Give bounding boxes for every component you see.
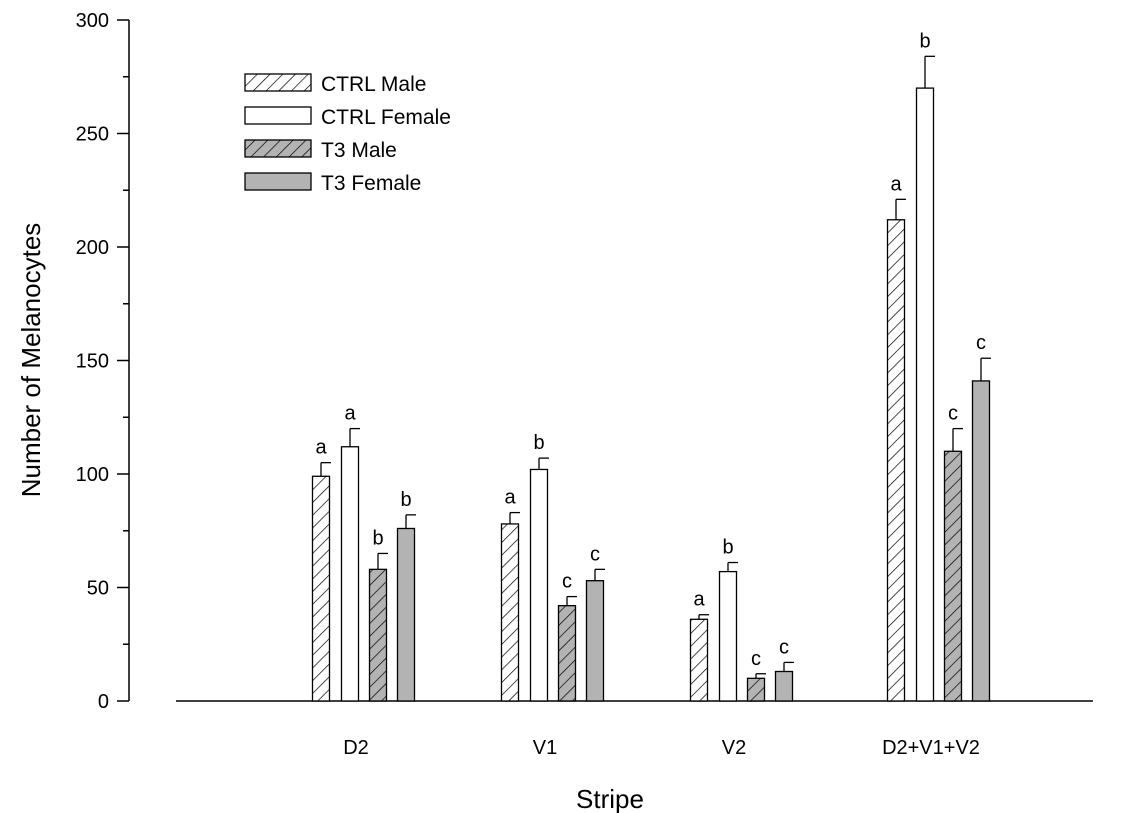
x-axis-title: Stripe [576, 784, 644, 813]
legend-label: T3 Male [321, 139, 397, 162]
y-tick-label: 250 [76, 124, 109, 146]
y-tick-label: 0 [98, 691, 109, 713]
y-tick-label: 150 [76, 351, 109, 373]
significance-label: a [693, 589, 705, 611]
significance-label: b [400, 489, 411, 511]
significance-label: c [562, 571, 572, 593]
x-tick-label: D2+V1+V2 [882, 737, 980, 759]
bar [529, 468, 549, 702]
bar [368, 568, 388, 702]
significance-label: c [751, 648, 761, 670]
y-tick-label: 50 [87, 578, 109, 600]
bar [311, 475, 331, 702]
significance-label: c [779, 636, 789, 658]
y-tick-label: 200 [76, 237, 109, 259]
significance-label: a [504, 487, 516, 509]
bar [396, 527, 416, 702]
significance-label: b [919, 30, 930, 52]
bar [500, 523, 520, 702]
legend-label: CTRL Female [321, 106, 451, 129]
y-tick-label: 300 [76, 10, 109, 32]
bar [718, 570, 738, 702]
bar [943, 450, 963, 702]
legend-swatch [244, 172, 312, 191]
x-tick-label: V1 [533, 737, 557, 759]
bar [915, 87, 935, 702]
x-tick-label: V2 [722, 737, 746, 759]
legend-label: T3 Female [321, 172, 421, 195]
significance-label: c [976, 332, 986, 354]
y-tick-label: 100 [76, 464, 109, 486]
y-axis: 0 50 100 150 200 250 300 [76, 10, 130, 713]
legend-swatch [244, 139, 312, 158]
bar [557, 605, 577, 702]
bar [340, 446, 360, 702]
legend-label: CTRL Male [321, 73, 426, 96]
significance-label: c [590, 543, 600, 565]
bar [746, 677, 766, 702]
bar [971, 380, 991, 702]
significance-label: b [533, 432, 544, 454]
bar [585, 580, 605, 702]
significance-label: a [344, 403, 356, 425]
significance-label: a [315, 437, 327, 459]
bar [774, 670, 794, 702]
y-axis-title: Number of Melanocytes [16, 223, 46, 498]
legend: CTRL Male CTRL Female T3 Male T3 Female [244, 73, 451, 195]
bar [689, 618, 709, 702]
significance-label: a [890, 173, 902, 195]
x-tick-label: D2 [343, 737, 369, 759]
significance-label: b [372, 527, 383, 549]
legend-swatch [244, 73, 312, 92]
significance-label: c [948, 403, 958, 425]
significance-label: b [722, 537, 733, 559]
legend-swatch [244, 106, 312, 125]
x-axis: D2 V1 V2 D2+V1+V2 [176, 700, 1093, 759]
bar [886, 219, 906, 702]
